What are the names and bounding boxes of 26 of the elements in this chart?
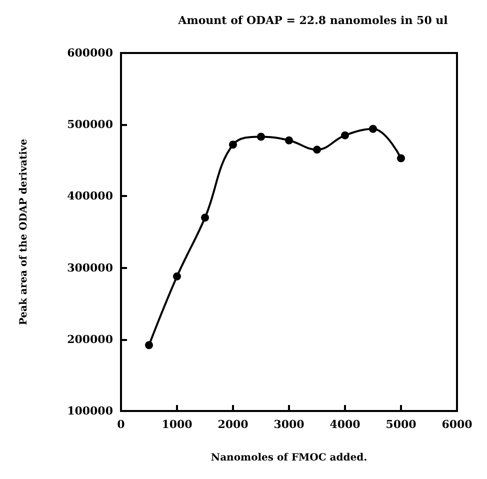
y-tick-label: 400000 (67, 190, 114, 203)
x-tick-label: 5000 (386, 418, 417, 431)
y-tick-label: 600000 (67, 46, 114, 60)
y-axis-title: Peak area of the ODAP derivative (18, 138, 30, 326)
point (313, 146, 321, 154)
y-tick-label: 200000 (67, 332, 114, 346)
y-tick-label: 100000 (67, 404, 114, 418)
y-tick-label: 500000 (67, 118, 114, 132)
point (201, 214, 209, 222)
point (257, 132, 265, 141)
point (173, 272, 181, 280)
x-tick-label: 2000 (218, 418, 249, 431)
point (341, 131, 349, 140)
point (145, 341, 153, 350)
x-tick-label: 4000 (330, 418, 361, 431)
chart-title: Amount of ODAP = 22.8 nanomoles in 50 ul (177, 14, 448, 27)
x-tick-label: 6000 (442, 418, 473, 431)
x-tick-label: 1000 (162, 418, 193, 431)
point (397, 154, 405, 162)
x-tick-label: 0 (117, 418, 126, 431)
x-tick-label: 3000 (274, 418, 305, 431)
x-axis-title: Nanomoles of FMOC added. (210, 452, 368, 464)
y-tick-label: 300000 (67, 261, 114, 274)
point (285, 136, 293, 144)
point (369, 124, 377, 133)
point (229, 140, 237, 149)
